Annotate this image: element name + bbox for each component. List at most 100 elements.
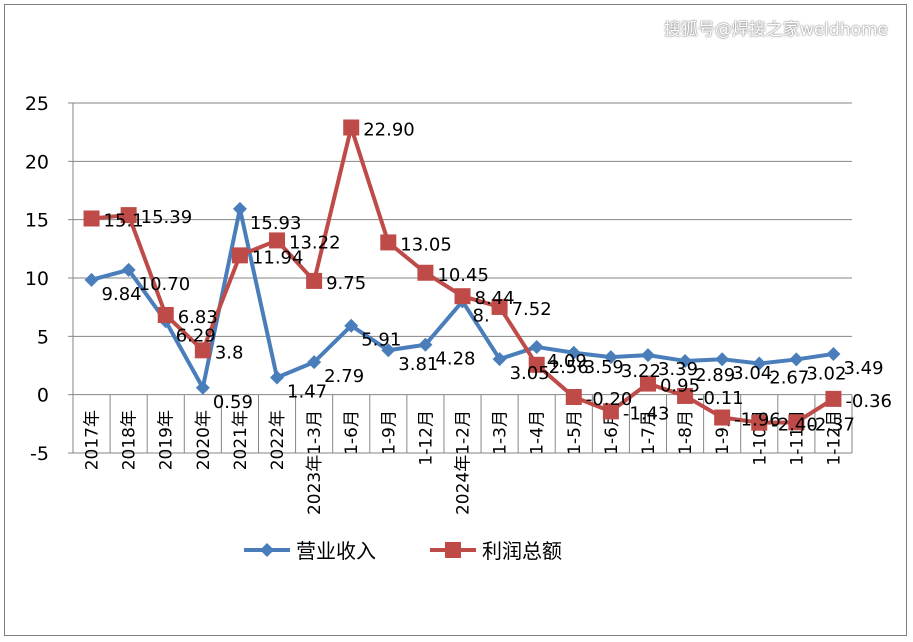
x-tick-label: 1-12月 [824,410,844,466]
profit-data-label: 3.8 [215,342,244,363]
revenue-data-label: 2.89 [695,365,735,386]
gridlines [73,102,852,454]
revenue-point [566,345,581,360]
profit-data-label: -2.37 [808,414,855,435]
revenue-data-label: 3.39 [658,359,698,380]
profit-data-label: 8.44 [475,288,515,309]
profit-point [602,403,619,420]
x-tick-label: 2018年 [120,410,140,470]
y-tick-label: 15 [25,210,49,232]
x-tick-label: 2024年1-2月 [454,410,474,515]
profit-data-label: 7.52 [512,299,552,320]
axes: -5 0 5 10 15 20 25 2017年 2018年 2019年 2020年 2021年 202… [25,93,853,515]
y-tick-label: 5 [37,326,49,348]
profit-data-label: 15.39 [141,207,193,228]
profit-data-label: 9.75 [326,273,366,294]
profit-data-label: -1.43 [623,403,670,424]
profit-point [751,414,768,431]
revenue-data-label: 3.04 [732,363,772,384]
profit-data-label: 13.22 [289,232,341,253]
profit-point [231,247,248,264]
revenue-point [752,356,767,371]
profit-point [491,298,508,315]
profit-data-label: 10.45 [437,265,489,286]
y-tick-label: 25 [25,93,49,115]
x-tick-label: 2023年1-3月 [305,410,325,515]
profit-point [677,387,694,404]
revenue-point [121,262,136,277]
x-tick-label: 2019年 [157,410,177,470]
profit-point [825,390,842,407]
revenue-point [418,337,433,352]
revenue-point [307,355,322,370]
profit-data-label: -0.11 [697,388,744,409]
profit-data-label: 6.83 [178,307,218,328]
revenue-point [84,272,99,287]
revenue-data-label: 9.84 [102,284,142,305]
profit-data-label: -0.20 [586,389,633,410]
revenue-data-label: 3.05 [510,363,550,384]
y-tick-label: 10 [25,268,49,290]
revenue-data-label: 1.47 [287,382,327,403]
revenue-data-label: 6.29 [176,325,216,346]
revenue-point [195,380,210,395]
profit-point [788,414,805,431]
x-tick-label: 1-8月 [676,410,696,455]
revenue-point [270,370,285,385]
revenue-data-label: 3.22 [621,361,661,382]
profit-point [83,210,100,227]
x-tick-label: 2021年 [231,410,251,470]
revenue-point [492,352,507,367]
profit-data-label: -2.40 [771,415,818,436]
x-tick-label: 2020年 [194,410,214,470]
revenue-data-label: 2.67 [769,368,809,389]
revenue-data-label: 3.81 [398,354,438,375]
profit-point [565,389,582,405]
x-tick-label: 1-7月 [639,410,659,455]
x-tick-label: 1-9月 [379,410,399,455]
x-tick-label: 1-6月 [342,410,362,455]
revenue-point [381,343,396,358]
x-tick-label: 1-3月 [491,410,511,455]
profit-data-label: -0.36 [845,391,892,412]
profit-point [528,356,545,373]
x-tick-label: 1-4月 [528,410,548,455]
y-tick-label: -5 [30,443,49,465]
revenue-point [789,352,804,367]
profit-point [639,375,656,392]
profit-data-label: 11.94 [252,247,304,268]
revenue-data-label: 15.93 [250,213,302,234]
profit-point [194,342,211,359]
revenue-data-label: 0.59 [213,392,253,413]
revenue-point [603,350,618,365]
profit-data-label: -1.96 [734,410,781,431]
x-tick-label: 1-12月 [416,410,436,466]
x-tick-label: 1-5月 [565,410,585,455]
revenue-point [826,346,841,361]
series-lines [83,119,842,431]
legend-profit-marker [445,542,461,558]
profit-point [343,119,360,136]
legend-profit-label: 利润总额 [482,539,562,563]
profit-point [380,234,397,251]
watermark: 搜狐号@焊接之家weldhome [663,20,888,40]
profit-point [120,207,137,224]
revenue-data-label: 8. [473,305,490,326]
profit-point [417,264,434,281]
profit-data-label: 22.90 [363,120,415,141]
chart-frame: 搜狐号@焊接之家weldhome [4,4,907,636]
revenue-data-label: 2.79 [324,366,364,387]
profit-point [714,409,731,426]
revenue-data-label: 4.28 [435,349,475,370]
profit-point [269,232,286,249]
revenue-data-label: 10.70 [139,274,191,295]
revenue-point [678,353,693,368]
x-tick-label: 1-6月 [602,410,622,455]
profit-data-label: 15.1 [104,211,144,232]
y-tick-label: 0 [37,385,49,407]
revenue-data-label: 5.91 [361,330,401,351]
revenue-point [640,348,655,363]
profit-point [157,306,174,323]
